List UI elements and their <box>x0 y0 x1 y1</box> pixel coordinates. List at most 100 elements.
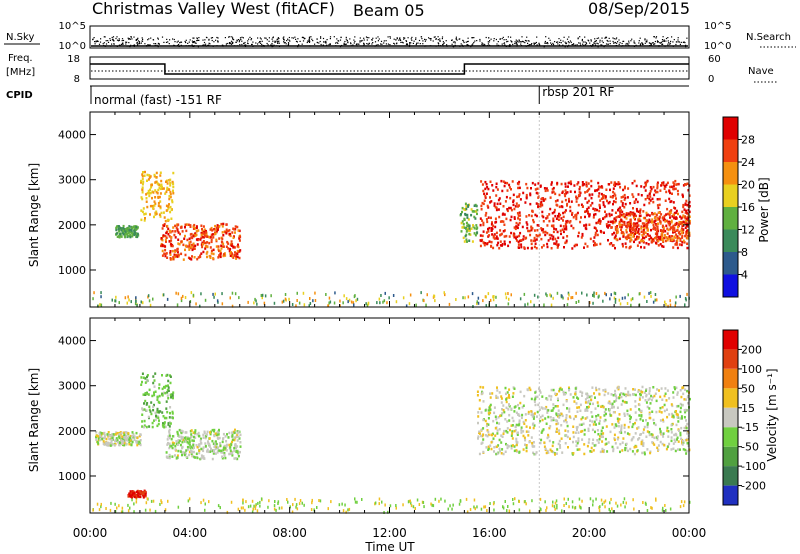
velocity-cell <box>131 440 134 444</box>
power-ground-mark <box>376 301 378 305</box>
power-cell <box>488 240 491 243</box>
power-cell <box>598 209 601 213</box>
velocity-cell <box>514 425 517 428</box>
velocity-cell <box>620 431 623 434</box>
velocity-cell <box>574 415 577 418</box>
power-cell <box>646 194 649 198</box>
velocity-cell <box>116 439 119 442</box>
power-cell <box>620 228 623 231</box>
power-cell <box>163 223 166 226</box>
power-cell <box>620 200 623 203</box>
velocity-cell <box>205 435 208 438</box>
power-cell <box>557 236 560 240</box>
velocity-cell <box>190 445 193 448</box>
power-cell <box>232 245 235 248</box>
velocity-cell <box>532 415 535 418</box>
velocity-cell <box>506 446 509 450</box>
velocity-ground-mark <box>682 504 685 508</box>
power-cell <box>188 248 191 251</box>
power-cell <box>565 240 568 244</box>
velocity-cell <box>564 392 566 396</box>
power-cell <box>603 215 606 219</box>
power-cell <box>473 204 476 207</box>
velocity-cell <box>103 433 106 437</box>
power-cell <box>668 235 671 238</box>
power-cell <box>195 225 198 228</box>
power-cell <box>566 235 569 238</box>
power-ground-mark <box>631 297 634 301</box>
velocity-ground-mark <box>354 497 356 501</box>
velocity-cell <box>650 394 653 398</box>
power-cell <box>667 228 670 232</box>
power-cell <box>136 235 139 239</box>
velocity-cell <box>235 449 238 453</box>
velocity-cell <box>479 432 481 435</box>
power-cell <box>460 213 462 216</box>
velocity-cell <box>148 408 151 412</box>
power-cell <box>644 216 647 220</box>
velocity-cell <box>180 437 183 441</box>
power-cell <box>555 203 558 207</box>
power-cell <box>560 217 563 220</box>
power-cell <box>216 229 219 232</box>
velocity-cell <box>140 376 143 379</box>
power-cell <box>222 242 225 246</box>
velocity-cell <box>670 423 673 427</box>
power-cell <box>662 226 665 229</box>
velocity-cell <box>487 445 490 448</box>
power-cell <box>555 240 558 243</box>
power-ground-mark <box>609 297 611 301</box>
power-cell <box>169 178 172 182</box>
power-cell <box>556 246 559 249</box>
power-cell <box>535 202 538 205</box>
velocity-cell <box>182 438 185 442</box>
power-cell <box>189 240 192 244</box>
power-cell <box>215 238 218 242</box>
power-cell <box>191 236 194 240</box>
power-cell <box>537 205 540 208</box>
power-cell <box>629 214 632 217</box>
velocity-cell <box>658 410 661 413</box>
power-cell <box>588 194 591 197</box>
velocity-cell <box>653 436 656 440</box>
velocity-ground-mark <box>554 501 557 505</box>
power-cell <box>519 214 522 217</box>
velocity-ytick-label: 2000 <box>58 425 86 438</box>
power-cell <box>467 223 470 227</box>
power-cell <box>217 248 220 251</box>
velocity-cell <box>676 438 678 441</box>
power-cell <box>637 237 640 240</box>
power-cell <box>170 217 173 220</box>
power-cell <box>460 221 463 225</box>
power-ground-mark <box>444 293 446 297</box>
power-cell <box>537 182 540 185</box>
power-cell <box>530 214 533 218</box>
velocity-cell <box>578 448 581 451</box>
power-cell <box>684 216 687 220</box>
velocity-cell <box>641 439 644 442</box>
velocity-cell <box>142 496 145 499</box>
power-ground-mark <box>192 293 195 297</box>
velocity-cbar-tick: -50 <box>741 441 759 454</box>
velocity-cbar-swatch <box>723 349 738 369</box>
velocity-cell <box>625 401 628 404</box>
power-ground-mark <box>384 291 386 295</box>
velocity-cell <box>239 441 242 444</box>
velocity-ground-mark <box>615 501 617 505</box>
power-cell <box>570 200 573 203</box>
nsky-tick-high: 10^5 <box>59 21 86 32</box>
velocity-cell <box>482 427 485 430</box>
velocity-ground-mark <box>598 506 600 510</box>
power-cell <box>474 233 477 237</box>
power-ground-mark <box>355 299 357 303</box>
velocity-cell <box>559 444 561 447</box>
power-cell <box>685 209 688 213</box>
power-cell <box>600 197 603 200</box>
velocity-cell <box>223 453 226 457</box>
velocity-cell <box>176 443 179 446</box>
power-cell <box>538 233 541 236</box>
velocity-cell <box>572 431 575 434</box>
power-cell <box>518 186 521 190</box>
velocity-cell <box>670 439 673 443</box>
power-cell <box>643 186 646 189</box>
